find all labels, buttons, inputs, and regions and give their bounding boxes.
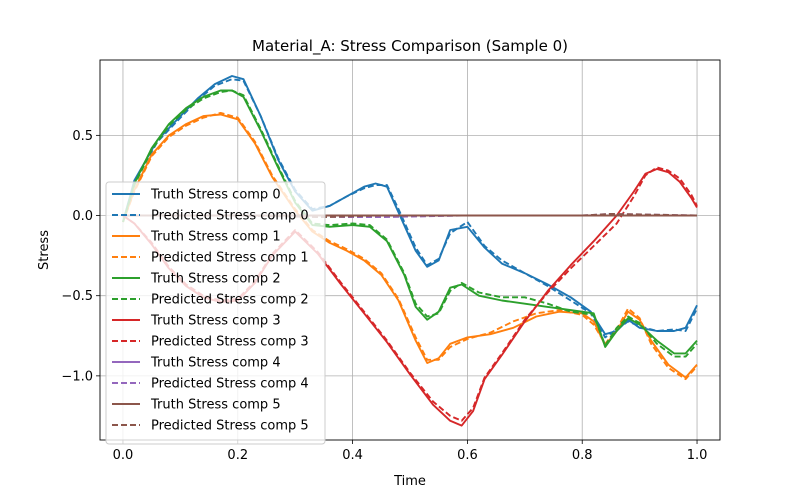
x-tick-label: 0.8 [572,448,593,463]
x-axis-ticks: 0.0 0.2 0.4 0.6 0.8 1.0 [113,440,708,463]
y-axis-label: Stress [37,230,52,270]
legend-entry: Predicted Stress comp 2 [151,293,309,308]
series-line-4 [122,89,698,355]
legend: Truth Stress comp 0 Predicted Stress comp… [105,181,326,445]
y-tick-label: −0.5 [61,289,93,304]
x-tick-label: 0.4 [342,448,363,463]
y-tick-label: 0.0 [72,209,93,224]
plot-frame [99,59,721,441]
legend-entry: Truth Stress comp 0 [150,188,281,203]
series-line-5 [122,89,698,358]
legend-entry: Predicted Stress comp 3 [151,335,309,350]
x-tick-label: 1.0 [687,448,708,463]
x-tick-label: 0.0 [113,448,134,463]
x-tick-label: 0.2 [227,448,248,463]
legend-entry: Predicted Stress comp 1 [151,251,309,266]
legend-entry: Predicted Stress comp 4 [151,377,309,392]
legend-entry: Truth Stress comp 5 [150,398,281,413]
chart-title: Material_A: Stress Comparison (Sample 0) [252,37,568,56]
legend-entry: Truth Stress comp 4 [150,356,281,371]
y-tick-label: 0.5 [72,129,93,144]
x-tick-label: 0.6 [457,448,478,463]
legend-entry: Predicted Stress comp 5 [151,419,309,434]
y-axis-ticks: 0.5 0.0 −0.5 −1.0 [61,129,100,384]
legend-entry: Truth Stress comp 1 [150,230,281,245]
legend-entry: Predicted Stress comp 0 [151,209,309,224]
legend-entry: Truth Stress comp 2 [150,272,281,287]
legend-box [105,181,326,445]
y-tick-label: −1.0 [61,369,93,384]
legend-entry: Truth Stress comp 3 [150,314,281,329]
x-axis-label: Time [393,474,426,489]
series-line-7 [122,166,698,422]
